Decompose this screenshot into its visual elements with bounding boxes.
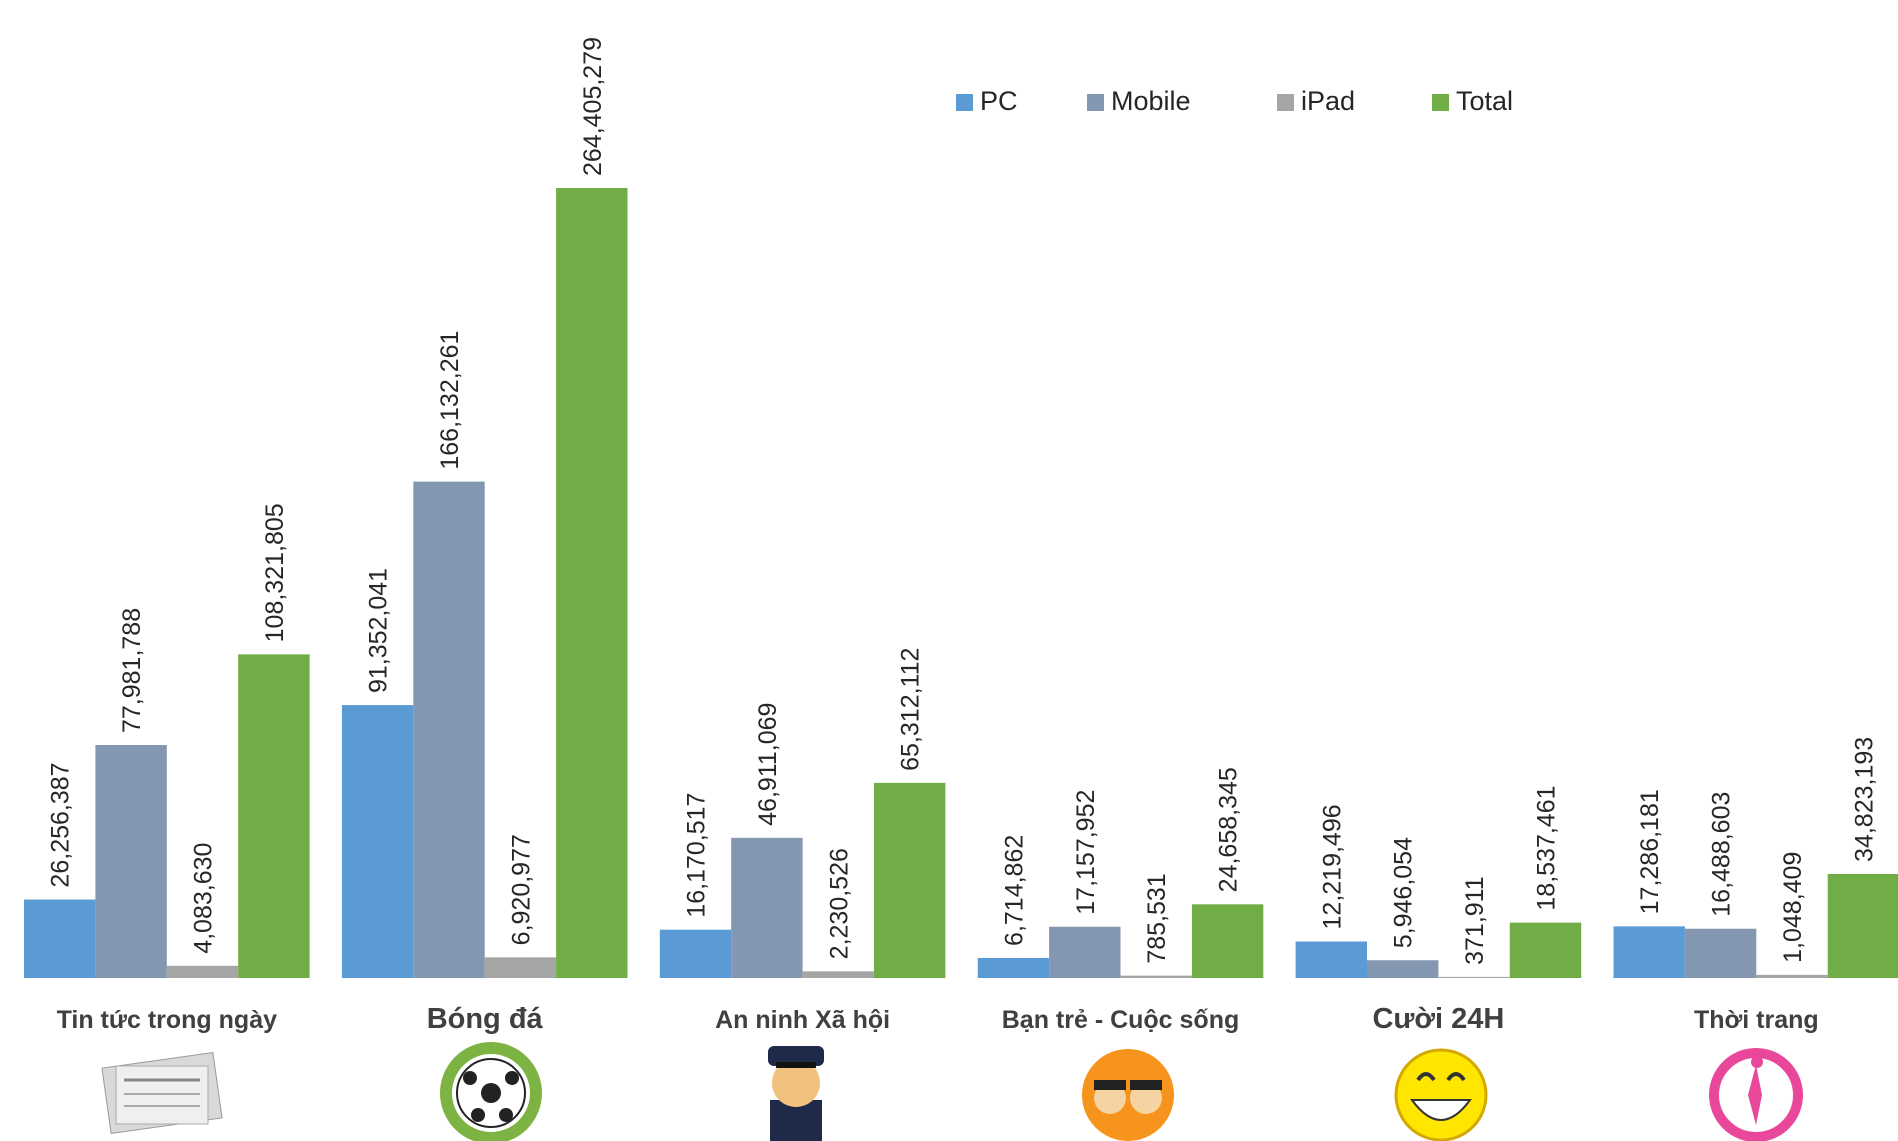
value-label: 785,531 xyxy=(1143,873,1171,963)
bar xyxy=(803,971,874,978)
value-label: 264,405,279 xyxy=(579,37,607,176)
category-label: Bóng đá xyxy=(427,1003,544,1035)
legend-swatch xyxy=(1277,94,1294,111)
bar xyxy=(485,957,556,978)
friends-icon xyxy=(1082,1049,1174,1141)
value-label: 24,658,345 xyxy=(1215,767,1243,892)
bar xyxy=(95,745,166,978)
laugh-icon xyxy=(1396,1050,1486,1140)
value-label: 17,286,181 xyxy=(1636,789,1664,914)
bar xyxy=(342,705,413,978)
value-label: 34,823,193 xyxy=(1850,737,1878,862)
value-label: 16,488,603 xyxy=(1708,792,1736,917)
bar xyxy=(731,838,802,978)
value-label: 6,714,862 xyxy=(1000,835,1028,946)
police-icon xyxy=(768,1046,824,1141)
bar xyxy=(238,654,309,978)
value-label: 26,256,387 xyxy=(47,762,75,887)
legend-swatch xyxy=(956,94,973,111)
bar xyxy=(1367,960,1438,978)
value-label: 166,132,261 xyxy=(436,331,464,470)
bar xyxy=(1828,874,1898,978)
value-label: 1,048,409 xyxy=(1779,852,1807,963)
legend-swatch xyxy=(1432,94,1449,111)
bar xyxy=(24,900,95,978)
bar xyxy=(1685,929,1756,978)
value-label: 2,230,526 xyxy=(825,848,853,959)
bar xyxy=(660,930,731,978)
bar xyxy=(1049,927,1120,978)
value-label: 91,352,041 xyxy=(365,568,393,693)
bar xyxy=(1756,975,1827,978)
category-label: An ninh Xã hội xyxy=(715,1006,890,1034)
bar xyxy=(1438,977,1509,978)
value-label: 5,946,054 xyxy=(1390,837,1418,948)
bar xyxy=(556,188,627,978)
category-icons xyxy=(102,1046,1798,1141)
value-label: 4,083,630 xyxy=(190,843,218,954)
category-label: Thời trang xyxy=(1694,1006,1819,1034)
value-label: 17,157,952 xyxy=(1072,790,1100,915)
bar xyxy=(978,958,1049,978)
category-label: Tin tức trong ngày xyxy=(57,1006,278,1034)
value-label: 16,170,517 xyxy=(683,793,711,918)
bar xyxy=(1192,904,1263,978)
bar xyxy=(167,966,238,978)
fashion-icon xyxy=(1714,1053,1798,1137)
category-label: Bạn trẻ - Cuộc sống xyxy=(1002,1006,1240,1034)
value-label: 65,312,112 xyxy=(897,648,925,771)
newspaper-icon xyxy=(102,1053,222,1134)
bar xyxy=(1296,941,1367,978)
category-label: Cười 24H xyxy=(1372,1003,1504,1035)
legend-label: iPad xyxy=(1301,86,1355,116)
value-label: 108,321,805 xyxy=(261,503,289,642)
value-label: 18,537,461 xyxy=(1533,785,1561,910)
value-label: 46,911,069 xyxy=(754,703,782,826)
legend-swatch xyxy=(1087,94,1104,111)
legend-label: Mobile xyxy=(1111,86,1191,116)
value-label: 77,981,788 xyxy=(118,608,146,733)
bar xyxy=(1510,923,1581,978)
value-label: 6,920,977 xyxy=(507,834,535,945)
bar xyxy=(1614,926,1685,978)
bar xyxy=(874,783,945,978)
legend-label: PC xyxy=(980,86,1018,116)
football-icon xyxy=(446,1048,536,1138)
bar xyxy=(413,482,484,978)
chart: 26,256,387 77,981,788 4,083,630 108,321,805… xyxy=(0,0,1898,1141)
value-label: 371,911 xyxy=(1461,876,1489,965)
bar xyxy=(1121,976,1192,978)
value-label: 12,219,496 xyxy=(1318,804,1346,929)
legend-label: Total xyxy=(1456,86,1513,116)
